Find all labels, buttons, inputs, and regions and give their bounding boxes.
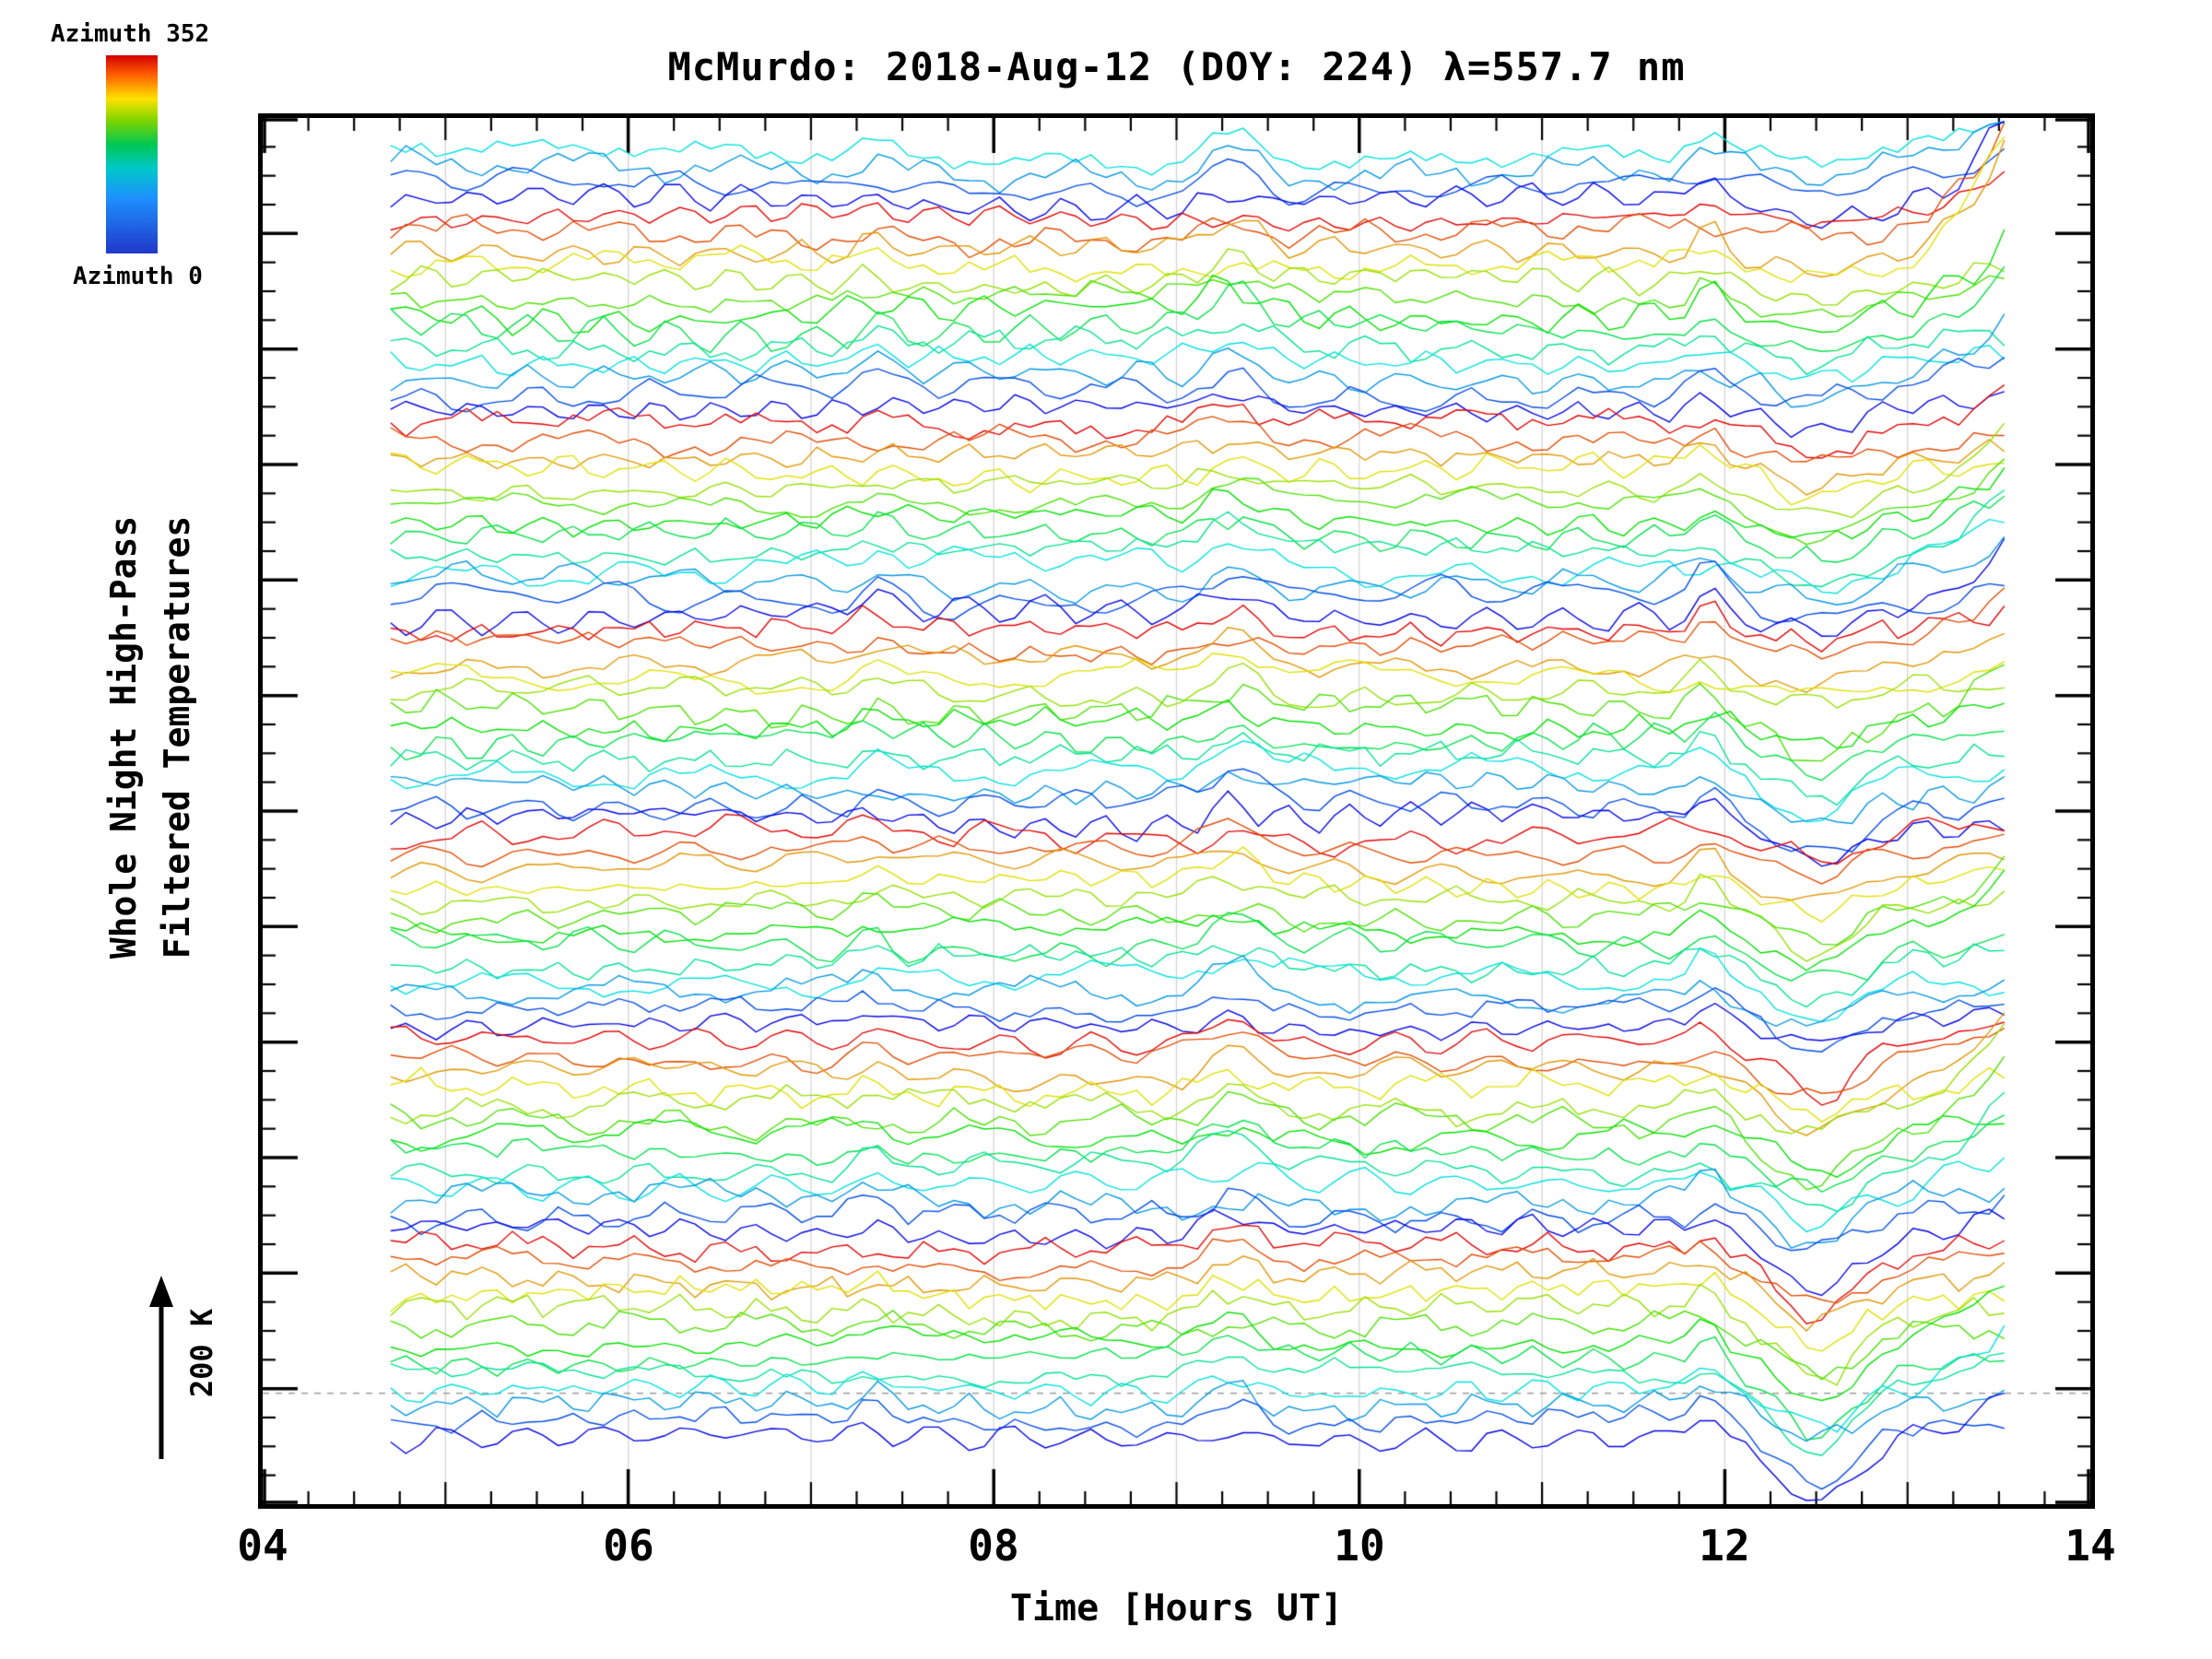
scale-bar-label: 200 K	[184, 1308, 219, 1398]
x-tick-label-14: 14	[2065, 1521, 2116, 1571]
scale-arrow-icon	[149, 1276, 173, 1459]
azimuth-colorbar	[106, 55, 158, 253]
page-title: McMurdo: 2018-Aug-12 (DOY: 224) λ=557.7 …	[667, 44, 1686, 89]
plot-canvas	[263, 118, 2090, 1504]
y-axis-label: Whole Night High-Pass Filtered Temperatu…	[95, 300, 206, 1175]
azimuth-colorbar-legend: Azimuth 352 Azimuth 0	[51, 20, 272, 290]
x-tick-label-06: 06	[603, 1521, 654, 1571]
x-tick-label-08: 08	[968, 1521, 1019, 1571]
y-axis-label-line2: Filtered Temperatures	[157, 515, 197, 959]
colorbar-top-label: Azimuth 352	[51, 20, 210, 48]
x-tick-label-12: 12	[1699, 1521, 1750, 1571]
x-tick-label-04: 04	[237, 1521, 288, 1571]
y-axis-label-line1: Whole Night High-Pass	[103, 515, 144, 959]
x-axis-title: Time [Hours UT]	[1009, 1587, 1344, 1630]
x-tick-label-10: 10	[1334, 1521, 1385, 1571]
colorbar-bottom-label: Azimuth 0	[73, 263, 203, 290]
plot-frame	[258, 113, 2095, 1509]
